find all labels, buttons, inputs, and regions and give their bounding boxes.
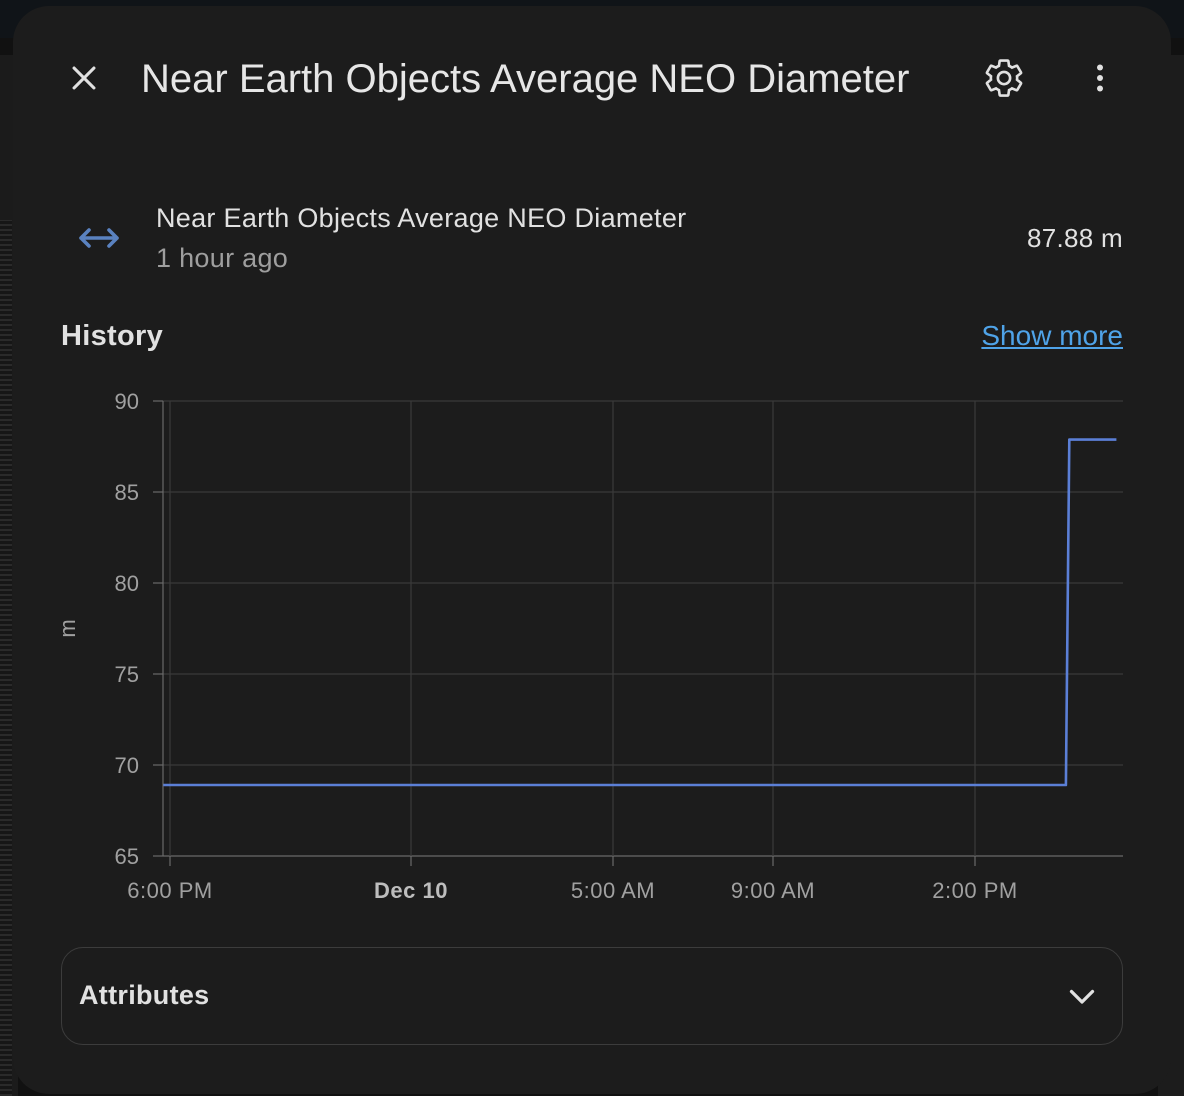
- x-tick-label: Dec 10: [374, 878, 448, 903]
- dialog-header: Near Earth Objects Average NEO Diameter: [13, 6, 1171, 156]
- x-tick-label: 5:00 AM: [571, 878, 655, 903]
- history-chart[interactable]: 90 85 80 75 70 65 6:00 PM Dec 10 5:00 AM 9:00 AM 2…: [13, 6, 1171, 926]
- settings-button[interactable]: [980, 54, 1028, 102]
- y-tick-label: 80: [115, 571, 139, 596]
- close-icon: [72, 66, 96, 90]
- y-tick-label: 65: [115, 844, 139, 869]
- y-tick-label: 85: [115, 480, 139, 505]
- y-tick-label: 90: [115, 389, 139, 414]
- x-tick-label: 2:00 PM: [932, 878, 1017, 903]
- close-button[interactable]: [60, 54, 108, 102]
- history-heading: History: [61, 320, 164, 352]
- y-tick-label: 75: [115, 662, 139, 687]
- chevron-down-icon: [1069, 989, 1095, 1004]
- y-axis-label: m: [55, 619, 80, 637]
- attributes-expander[interactable]: Attributes: [61, 947, 1123, 1045]
- more-info-dialog: Near Earth Objects Average NEO Diameter …: [13, 6, 1171, 1094]
- entity-name: Near Earth Objects Average NEO Diameter: [156, 203, 687, 233]
- x-tick-label: 6:00 PM: [127, 878, 212, 903]
- entity-last-changed: 1 hour ago: [156, 243, 289, 273]
- dialog-title: Near Earth Objects Average NEO Diameter: [141, 57, 910, 101]
- entity-state-value: 87.88 m: [1026, 223, 1123, 253]
- arrow-left-right-icon: [79, 228, 119, 248]
- attributes-label: Attributes: [79, 980, 210, 1010]
- show-more-link[interactable]: Show more: [981, 320, 1123, 351]
- more-options-button[interactable]: [1076, 54, 1124, 102]
- series-line: [163, 438, 1117, 787]
- more-vertical-icon: [1097, 64, 1103, 92]
- x-tick-label: 9:00 AM: [731, 878, 815, 903]
- gear-icon: [985, 59, 1023, 97]
- background-map: [0, 220, 12, 1096]
- entity-state-row[interactable]: Near Earth Objects Average NEO Diameter …: [61, 196, 1123, 286]
- y-tick-label: 70: [115, 753, 139, 778]
